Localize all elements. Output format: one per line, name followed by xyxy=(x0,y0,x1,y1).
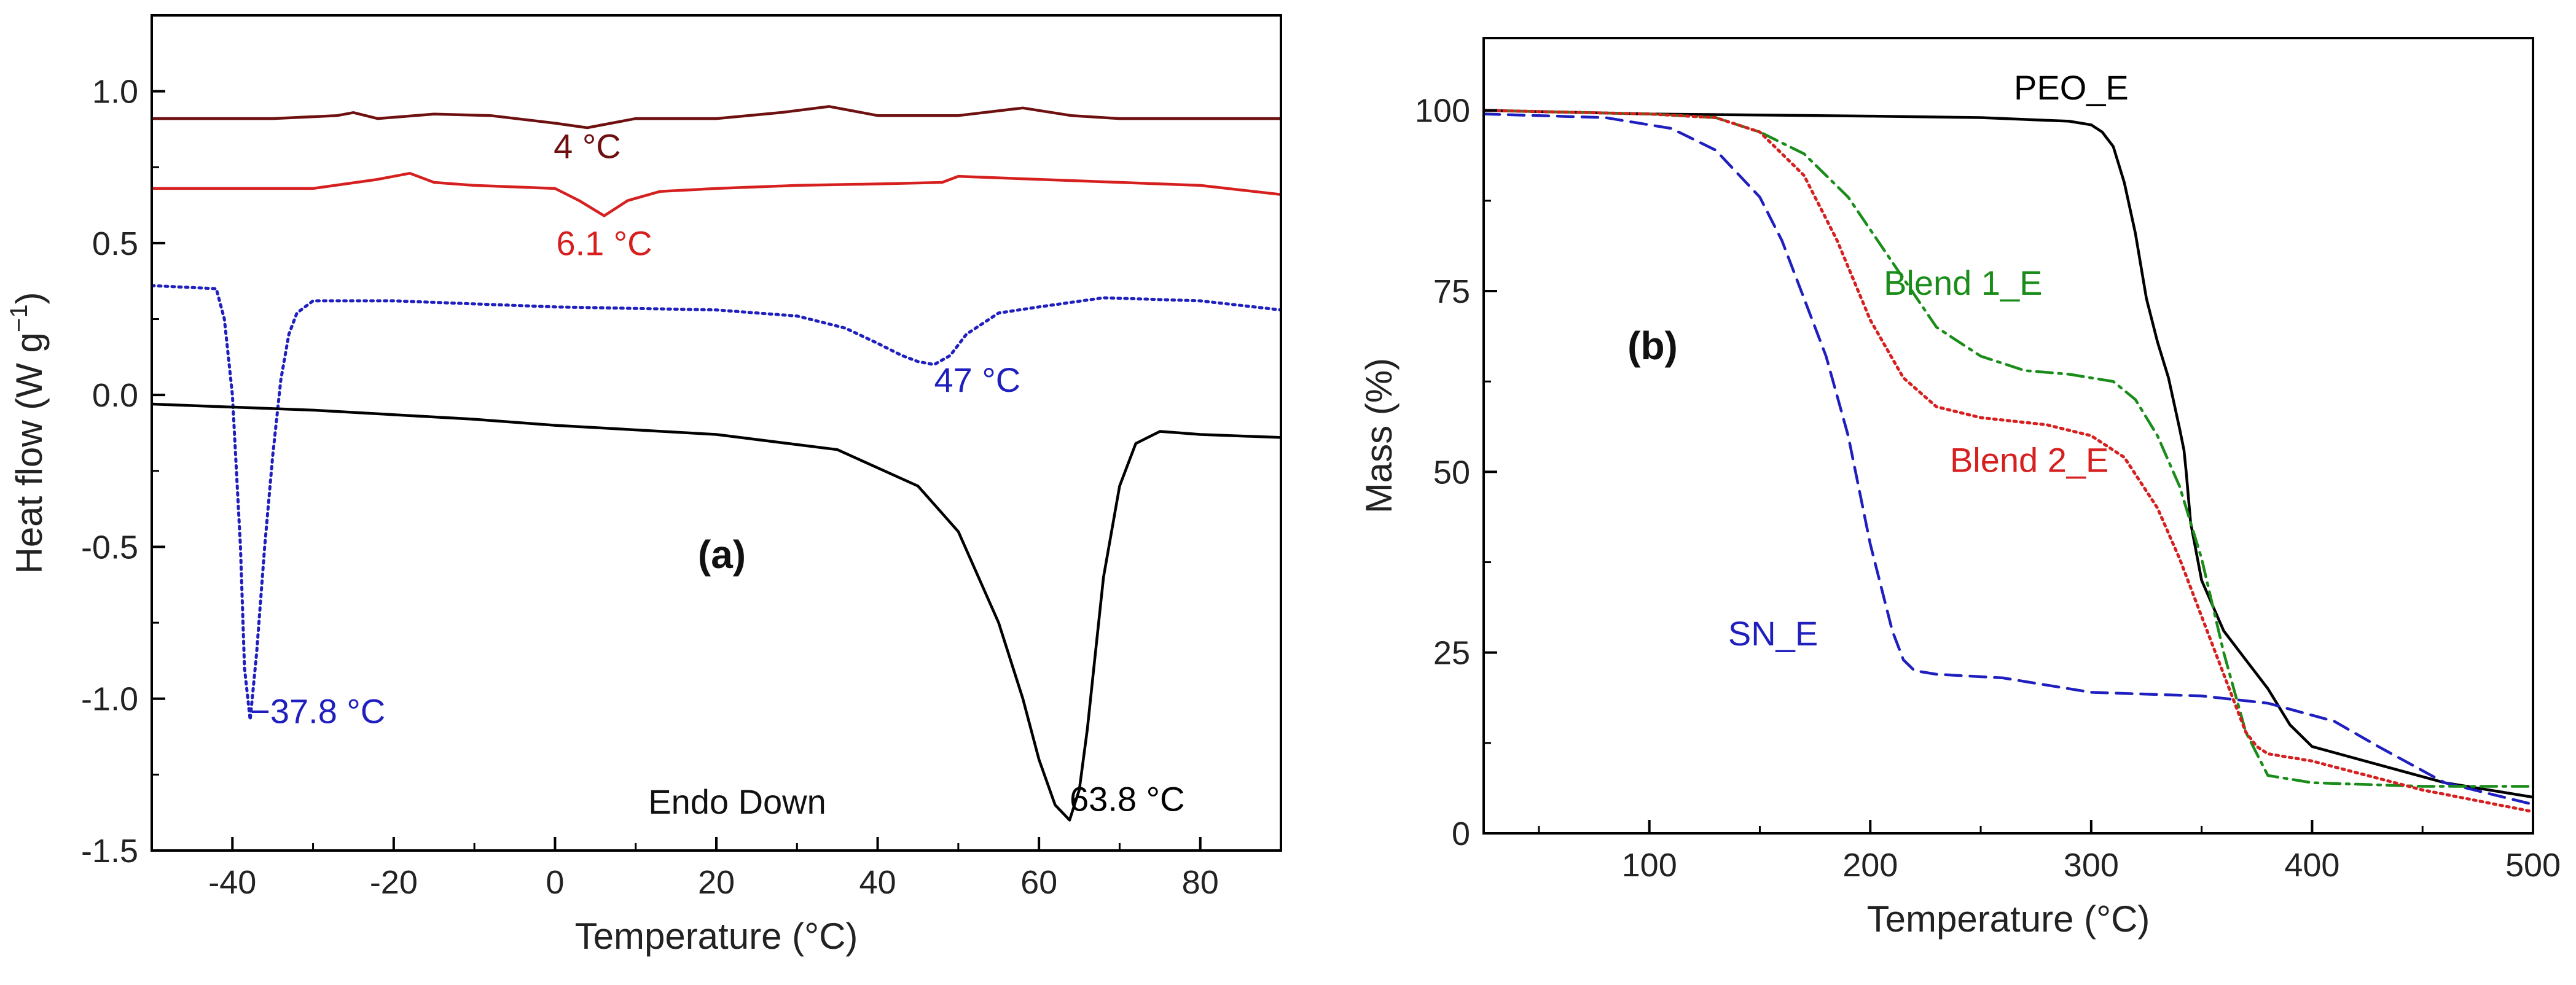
annotation-label: Blend 1_E xyxy=(1884,263,2042,302)
x-tick-label: 500 xyxy=(2505,847,2561,884)
x-tick-label: 400 xyxy=(2284,847,2339,884)
series-line-peo-e xyxy=(1484,109,2533,799)
annotation-label: Blend 2_E xyxy=(1950,440,2108,479)
x-tick-label: 80 xyxy=(1182,864,1219,901)
x-tick-label: -20 xyxy=(370,864,418,901)
dsc-chart-panel: -40 -20 0 20 40 60 80 -1.5 -1.0 -0.5 0.0 0.5 1.0 Te… xyxy=(6,14,1282,957)
tga-y-ticks: 0 25 50 75 100 xyxy=(1415,93,1497,852)
x-tick-label: 100 xyxy=(1622,847,1677,884)
y-tick-label: 75 xyxy=(1433,273,1470,310)
series-line-blend-1-e xyxy=(1484,109,2533,788)
dsc-annotations: 4 °C 6.1 °C 47 °C −37.8 °C 63.8 °C xyxy=(250,127,1184,818)
y-tick-label: -1.0 xyxy=(81,681,138,718)
dsc-endo-down-note: Endo Down xyxy=(648,782,826,821)
dsc-x-ticks: -40 -20 0 20 40 60 80 xyxy=(151,837,1282,901)
y-tick-label: 25 xyxy=(1433,635,1470,672)
x-tick-label: -40 xyxy=(208,864,256,901)
y-tick-label: 0.0 xyxy=(92,377,138,414)
dsc-y-axis-title-end: ) xyxy=(9,292,50,304)
tga-panel-label: (b) xyxy=(1627,324,1678,368)
tga-chart-panel: 100 200 300 400 500 0 25 50 75 100 Temperature (… xyxy=(1358,37,2561,940)
y-tick-label: 0 xyxy=(1452,816,1470,852)
dsc-x-axis-title: Temperature (°C) xyxy=(575,916,858,957)
series-line-peo-e xyxy=(152,402,1281,822)
y-tick-label: 1.0 xyxy=(92,74,138,111)
tga-plot-area xyxy=(1484,109,2533,814)
x-tick-label: 0 xyxy=(546,864,564,901)
dsc-y-ticks: -1.5 -1.0 -0.5 0.0 0.5 1.0 xyxy=(81,14,165,870)
tga-plot-frame xyxy=(1482,37,2534,835)
x-tick-label: 300 xyxy=(2064,847,2119,884)
y-tick-label: 50 xyxy=(1433,454,1470,491)
dsc-y-axis-title-sup: −1 xyxy=(6,304,33,332)
annotation-label: 63.8 °C xyxy=(1070,780,1184,819)
y-tick-label: 100 xyxy=(1415,93,1470,130)
annotation-label: −37.8 °C xyxy=(250,691,385,730)
x-tick-label: 200 xyxy=(1842,847,1898,884)
annotation-label: 6.1 °C xyxy=(556,224,652,263)
y-tick-label: 0.5 xyxy=(92,225,138,262)
y-tick-label: -1.5 xyxy=(81,833,138,870)
tga-x-axis-title: Temperature (°C) xyxy=(1867,898,2150,940)
series-line-blend-1-e xyxy=(152,171,1281,217)
tga-y-axis-title: Mass (%) xyxy=(1358,358,1400,513)
y-tick-label: -0.5 xyxy=(81,529,138,566)
series-line-sn-e xyxy=(152,284,1281,722)
tga-annotations: PEO_E Blend 1_E Blend 2_E SN_E xyxy=(1728,68,2129,653)
annotation-label: 4 °C xyxy=(554,127,621,165)
annotation-label: 47 °C xyxy=(934,360,1020,399)
series-line-blend-2-e xyxy=(1484,109,2533,814)
annotation-label: PEO_E xyxy=(2014,68,2129,107)
dsc-y-axis-title-main: Heat flow (W g xyxy=(9,332,50,574)
series-line-sn-e xyxy=(1484,112,2533,806)
tga-x-ticks: 100 200 300 400 500 xyxy=(1538,820,2561,884)
x-tick-label: 60 xyxy=(1020,864,1057,901)
dsc-panel-label: (a) xyxy=(698,532,746,577)
dsc-y-axis-title: Heat flow (W g−1) xyxy=(6,292,50,574)
dsc-plot-area xyxy=(152,105,1281,822)
x-tick-label: 40 xyxy=(859,864,896,901)
x-tick-label: 20 xyxy=(698,864,735,901)
series-line-blend-2-e xyxy=(152,105,1281,130)
annotation-label: SN_E xyxy=(1728,614,1818,653)
